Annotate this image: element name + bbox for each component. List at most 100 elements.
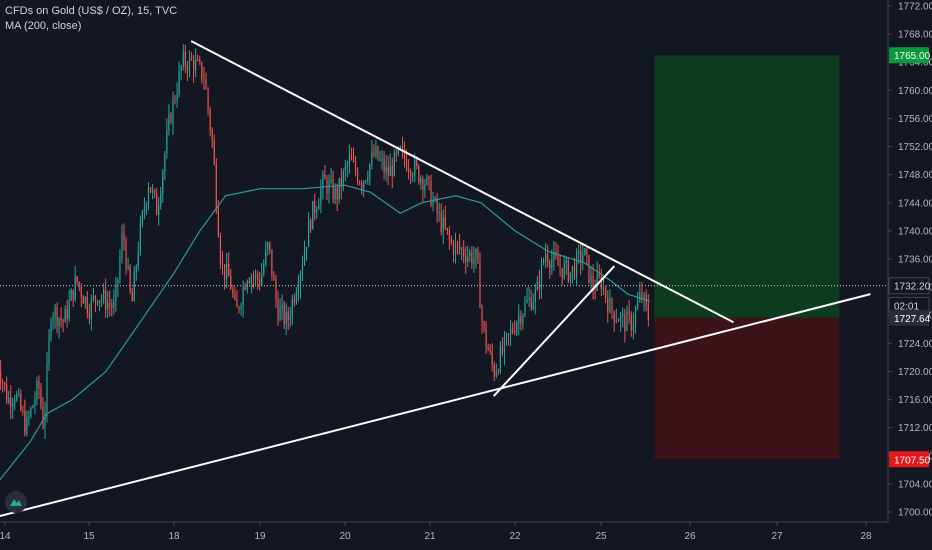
candle-body [226, 263, 228, 279]
candle-body [471, 252, 473, 264]
candle-body [88, 313, 90, 319]
candle-body [330, 179, 332, 182]
candle-body [598, 273, 600, 277]
candle-body [267, 242, 269, 250]
candle-body [259, 279, 261, 286]
candle-body [383, 159, 385, 173]
candle-body [371, 152, 373, 165]
candle-body [236, 299, 238, 308]
candle-body [495, 371, 497, 377]
x-tick-label: 19 [254, 531, 266, 542]
candle-body [30, 407, 32, 416]
candle-body [113, 301, 115, 308]
candle-body [295, 293, 297, 302]
legend-symbol[interactable]: CFDs on Gold (US$ / OZ), 15, TVC [5, 5, 178, 17]
y-tick-label: 1716.00 [898, 395, 932, 406]
candle-body [318, 204, 320, 210]
candle-body [483, 321, 485, 329]
candle-body [491, 351, 493, 365]
candle-body [277, 300, 279, 321]
candle-body [141, 212, 143, 224]
tradingview-logo-icon[interactable] [5, 491, 27, 513]
candle-body [424, 183, 426, 190]
candle-body [332, 179, 334, 200]
candle-body [12, 403, 14, 407]
candle-body [14, 399, 16, 404]
candle-body [489, 350, 491, 352]
target-zone [654, 55, 840, 318]
candle-body [622, 314, 624, 316]
candle-body [426, 176, 428, 184]
candle-body [211, 129, 213, 141]
candle-body [377, 146, 379, 160]
candle-body [493, 364, 495, 377]
candle-body [592, 275, 594, 290]
candle-body [197, 59, 199, 61]
candle-body [156, 192, 158, 215]
candle-body [164, 153, 166, 172]
candle-body [133, 272, 135, 302]
candle-body [271, 249, 273, 276]
candle-body [56, 307, 58, 326]
candle-body [573, 266, 576, 278]
candle-body [348, 155, 351, 165]
candle-body [410, 171, 412, 177]
candle-body [26, 416, 28, 434]
target-price-label: 1765.00 [894, 51, 931, 62]
stop-price-label-bg [889, 451, 929, 468]
x-tick-label: 28 [860, 531, 872, 542]
candle-body [0, 370, 2, 383]
candle-body [514, 331, 516, 333]
candle-body [68, 300, 70, 319]
candle-body [485, 328, 487, 347]
candle-body [628, 311, 630, 315]
candle-body [395, 152, 397, 154]
candle-body [98, 300, 101, 304]
candle-body [289, 317, 291, 320]
candle-body [381, 159, 383, 161]
candle-body [127, 266, 129, 269]
candle-body [219, 236, 222, 264]
candle-body [407, 169, 410, 172]
candle-body [121, 234, 123, 258]
candle-body [399, 147, 402, 149]
candle-body [184, 51, 186, 66]
y-tick-label: 1764.00 [898, 58, 932, 69]
candle-body [103, 290, 105, 299]
candle-body [524, 302, 526, 315]
candle-body [397, 147, 399, 154]
x-tick-label: 21 [424, 531, 436, 542]
candle-body [297, 287, 300, 294]
x-tick-label: 25 [595, 531, 607, 542]
candle-body [240, 305, 242, 310]
candle-body [66, 308, 68, 319]
candle-body [275, 280, 277, 301]
y-tick-label: 1748.00 [898, 170, 932, 181]
candle-body [76, 276, 78, 283]
candle-body [135, 266, 137, 273]
candle-body [160, 193, 162, 207]
candle-body [261, 273, 263, 286]
candle-body [273, 275, 275, 281]
candle-body [6, 384, 8, 403]
candle-body [230, 276, 232, 290]
candle-body [538, 281, 541, 289]
candle-body [269, 242, 271, 250]
candle-body [467, 256, 469, 262]
candle-body [497, 371, 499, 373]
candle-body [178, 70, 180, 94]
legend-indicator[interactable]: MA (200, close) [5, 20, 82, 32]
y-tick-label: 1772.00 [898, 2, 932, 13]
candle-body [536, 281, 538, 290]
candle-body [151, 189, 154, 193]
candle-body [293, 299, 295, 302]
candle-body [32, 405, 34, 408]
candle-body [553, 251, 555, 260]
candle-body [301, 264, 304, 274]
candle-body [176, 93, 178, 101]
candle-body [16, 394, 18, 400]
candle-body [252, 277, 255, 279]
candle-body [626, 311, 628, 332]
candle-body [4, 382, 6, 385]
